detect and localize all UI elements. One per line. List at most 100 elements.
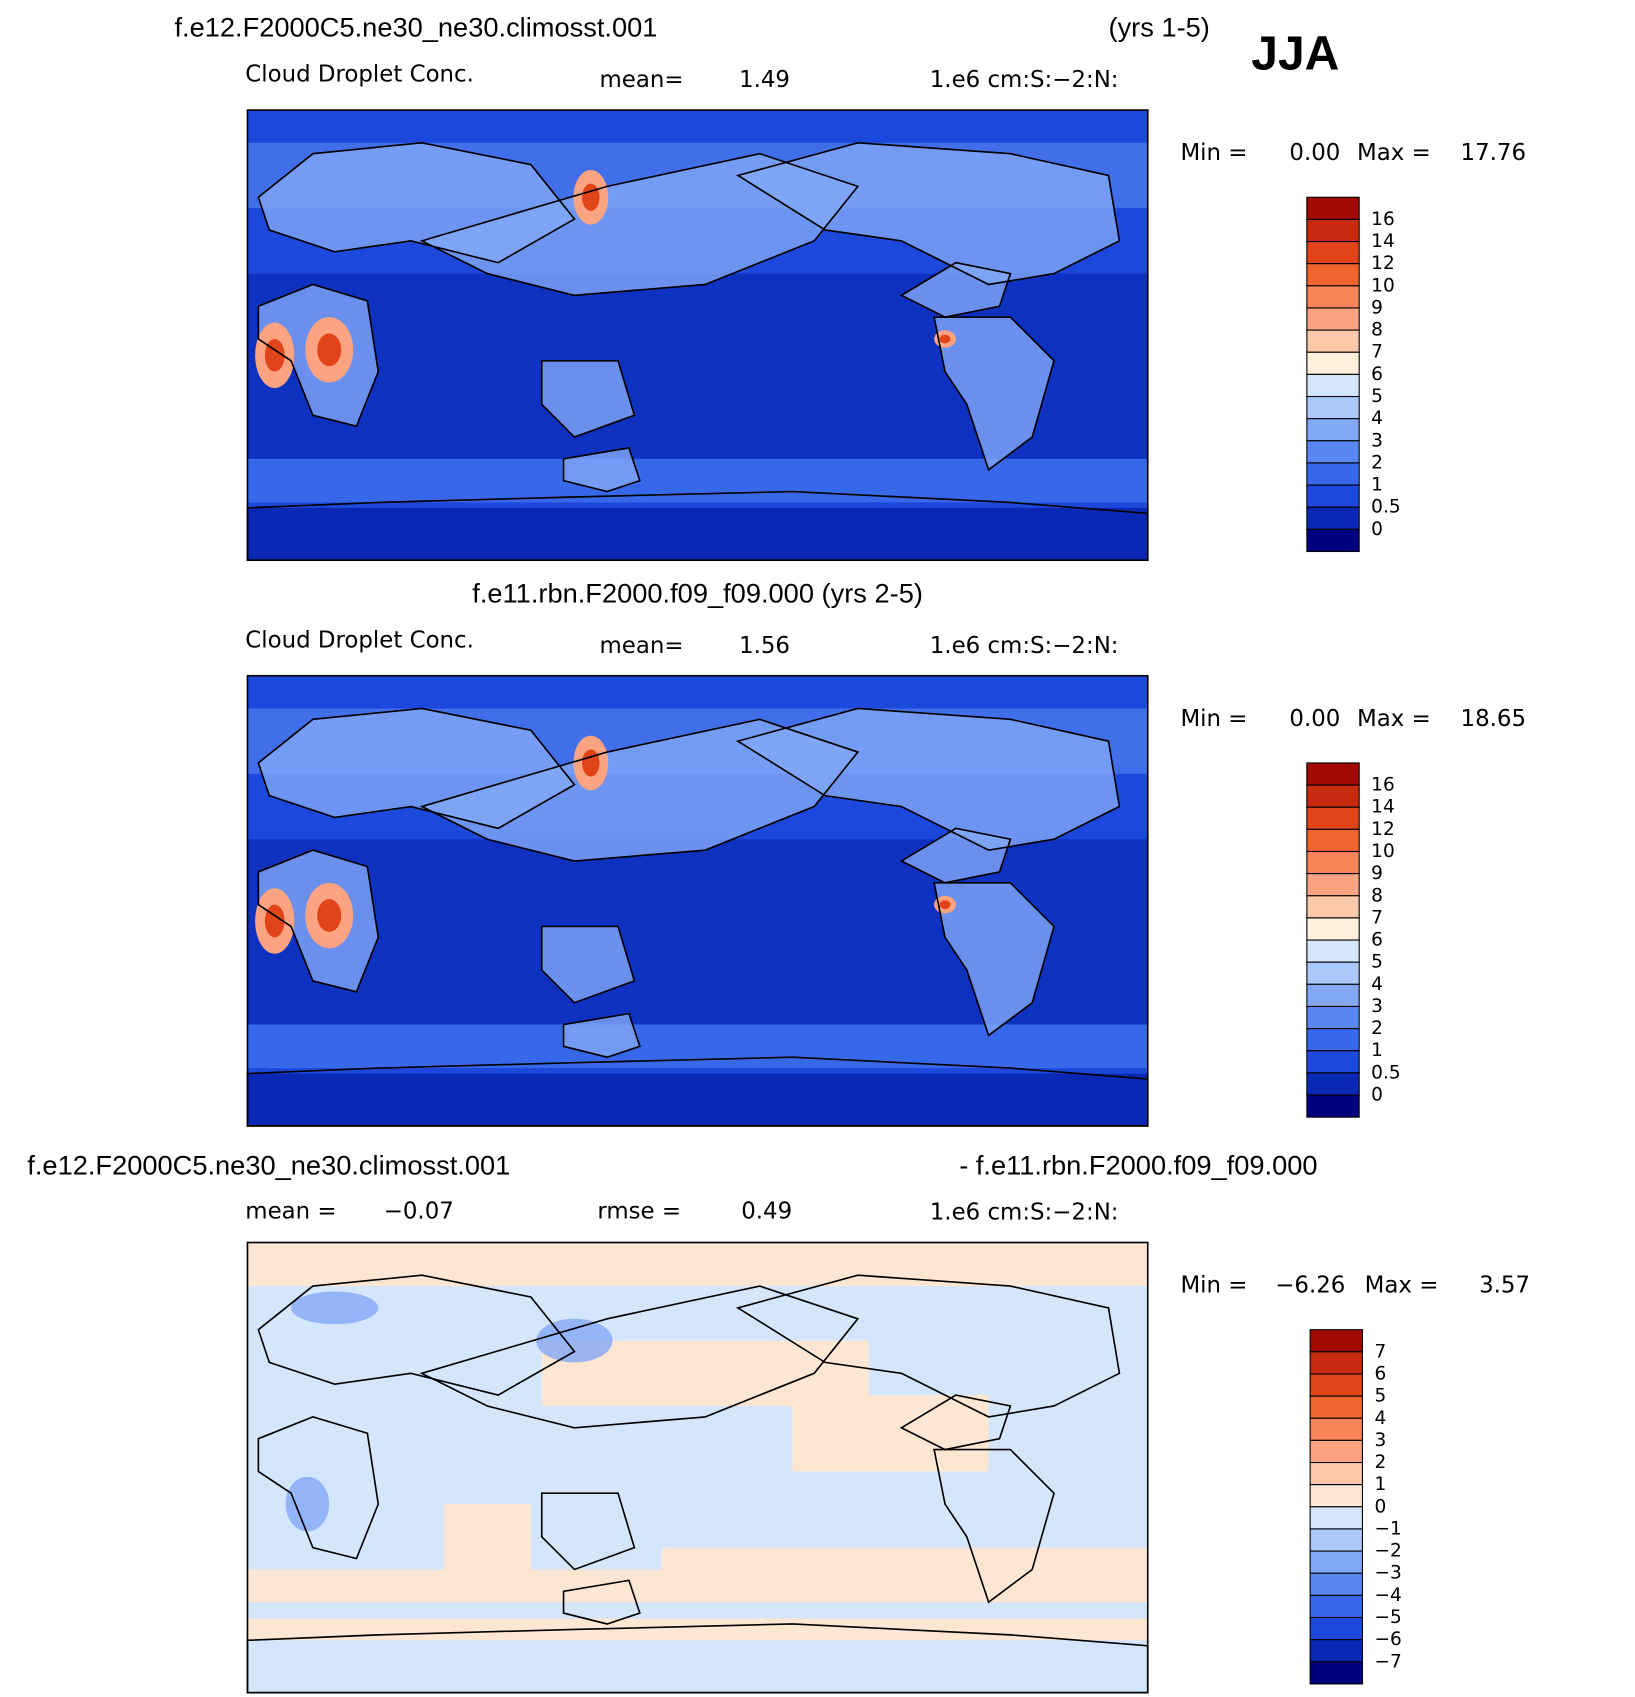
hotspot-core <box>582 749 600 777</box>
colorbar-box <box>1306 329 1360 353</box>
colorbar-label: −3 <box>1374 1563 1401 1584</box>
colorbar-label: 16 <box>1371 775 1395 796</box>
colorbar-label: 0 <box>1371 1085 1383 1106</box>
coastline <box>562 1012 641 1059</box>
colorbar-label: 7 <box>1374 1341 1386 1362</box>
coastline <box>257 707 576 830</box>
hotspot-core <box>939 900 951 909</box>
colorbar-label: 9 <box>1371 297 1383 318</box>
colorbar-label: 6 <box>1374 1363 1386 1384</box>
land-fill <box>563 1013 640 1058</box>
map-antarctic <box>247 507 1148 561</box>
coastline <box>933 882 1055 1037</box>
colorbar-label: 1 <box>1374 1474 1386 1495</box>
colorbar-box <box>1309 1439 1364 1464</box>
hotspot-core <box>939 334 951 344</box>
colorbar-box <box>1309 1484 1364 1508</box>
colorbar-box <box>1309 1528 1364 1552</box>
colorbar-box <box>1306 395 1360 420</box>
coastline <box>540 359 636 439</box>
season-label: JJA <box>1251 27 1339 80</box>
colorbar-box <box>1306 218 1360 243</box>
land-fill <box>934 317 1055 470</box>
map <box>246 109 1149 562</box>
coastline <box>899 827 1012 884</box>
colorbar-box <box>1309 1550 1364 1574</box>
colorbar-label: 4 <box>1371 408 1383 429</box>
colorbar-box <box>1306 484 1360 508</box>
max-value: 18.65 <box>1461 706 1526 732</box>
land-fill <box>421 153 858 296</box>
colorbar-label: 0.5 <box>1371 497 1400 518</box>
colorbar-box <box>1306 462 1360 486</box>
colorbar-label: 2 <box>1374 1452 1386 1473</box>
colorbar-label: 7 <box>1371 342 1383 363</box>
colorbar-box <box>1306 762 1360 786</box>
coastline <box>562 447 641 493</box>
colorbar-box <box>1306 196 1360 220</box>
mean-value: 1.56 <box>739 633 790 659</box>
max-label: Max = <box>1357 706 1431 732</box>
colorbar-box <box>1306 917 1360 941</box>
colorbar-label: 6 <box>1371 930 1383 951</box>
colorbar-label: 4 <box>1374 1408 1386 1429</box>
mean-label: mean= <box>600 67 684 93</box>
colorbar-box <box>1306 506 1360 530</box>
max-value: 17.76 <box>1461 140 1526 166</box>
coastline <box>735 707 1121 851</box>
colorbar-label: 0 <box>1371 519 1383 540</box>
title-note: - f.e11.rbn.F2000.f09_f09.000 <box>959 1150 1317 1181</box>
colorbar-box <box>1306 1050 1360 1074</box>
land-fill <box>901 262 1011 318</box>
min-value: 0.00 <box>1289 706 1340 732</box>
colorbar-label: 10 <box>1371 841 1395 862</box>
negative-area <box>285 1476 330 1532</box>
map-positive-area <box>247 1569 1148 1603</box>
colorbar-box <box>1306 1094 1360 1118</box>
colorbar-label: 6 <box>1371 364 1383 385</box>
min-label: Min = <box>1180 1273 1247 1299</box>
colorbar-label: 0.5 <box>1371 1062 1400 1083</box>
colorbar-box <box>1306 241 1360 265</box>
colorbar-label: 5 <box>1371 386 1383 407</box>
variable-name: Cloud Droplet Conc. <box>245 62 474 88</box>
colorbar-label: 2 <box>1371 1018 1383 1039</box>
colorbar-box <box>1306 285 1360 309</box>
colorbar-label: 14 <box>1371 797 1395 818</box>
coastline <box>419 152 860 297</box>
colorbar-label: 3 <box>1371 996 1383 1017</box>
coastline <box>735 141 1121 286</box>
colorbar-label: 2 <box>1371 452 1383 473</box>
land-fill <box>563 447 640 492</box>
land-fill <box>421 719 858 862</box>
colorbar-box <box>1306 440 1360 464</box>
colorbar-box <box>1306 1028 1360 1052</box>
colorbar-box <box>1309 1351 1364 1375</box>
panel-title: f.e12.F2000C5.ne30_ne30.climosst.001 <box>27 1150 510 1181</box>
coastline <box>419 718 860 862</box>
colorbar-label: −5 <box>1374 1607 1401 1628</box>
panel-title: f.e11.rbn.F2000.f09_f09.000 (yrs 2-5) <box>472 577 923 608</box>
land-fill <box>541 926 635 1003</box>
colorbar-box <box>1306 850 1360 875</box>
variable-name: Cloud Droplet Conc. <box>245 627 474 653</box>
coastline <box>899 1394 1012 1451</box>
colorbar-box <box>1309 1506 1364 1530</box>
colorbar-box <box>1309 1572 1364 1596</box>
map-positive-area <box>443 1504 531 1570</box>
colorbar-box <box>1309 1616 1364 1641</box>
colorbar-label: −6 <box>1374 1629 1401 1650</box>
units: 1.e6 cm:S:−2:N: <box>930 1200 1119 1226</box>
colorbar-label: 8 <box>1371 885 1383 906</box>
hotspot-core <box>582 183 600 211</box>
coastline <box>540 925 636 1004</box>
colorbar-label: −4 <box>1374 1585 1401 1606</box>
colorbar-box <box>1309 1373 1364 1397</box>
coastline <box>257 849 380 993</box>
colorbar-box <box>1309 1594 1364 1619</box>
colorbar-box <box>1306 1072 1360 1096</box>
colorbar-label: 1 <box>1371 1040 1383 1061</box>
colorbar-box <box>1309 1417 1364 1441</box>
colorbar-box <box>1309 1639 1364 1663</box>
